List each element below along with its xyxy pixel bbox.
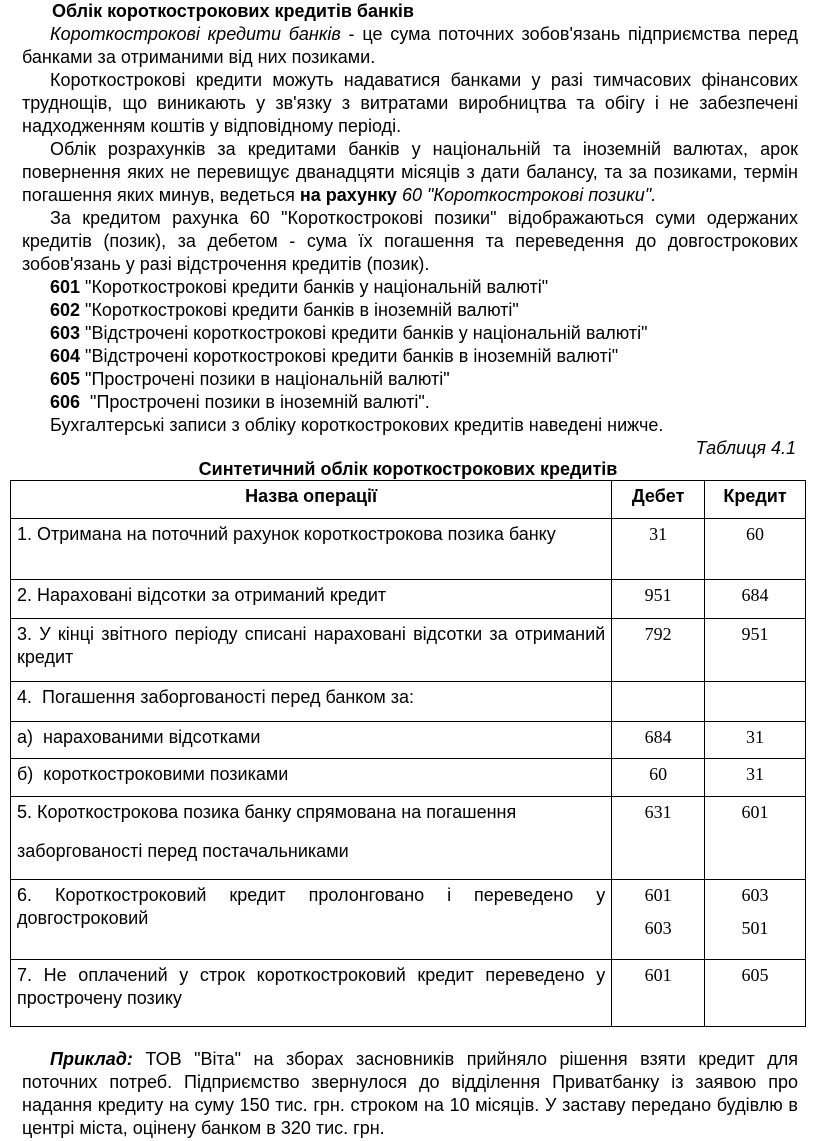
account-601: 601 "Короткострокові кредити банків у на… [50,277,549,297]
credit: 31 [704,758,806,797]
table-row: 3. У кінці звітного періоду списані нара… [9,618,806,682]
operation-name: 5. Короткострокова позика банку спрямова… [9,796,613,880]
term: Короткострокові кредити банків [50,24,341,44]
debit: 792 [611,618,706,682]
paragraph-example: Приклад: ТОВ "Віта" на зборах засновникі… [22,1048,798,1140]
credit: 605 [704,959,806,1027]
operation-name: 4. Погашення заборгованості перед банком… [9,681,613,722]
credit: 951 [704,618,806,682]
para3-bold: на рахунку [299,185,397,205]
credit: 684 [704,579,806,619]
entries-intro: Бухгалтерські записи з обліку короткостр… [50,415,664,435]
account-605: 605 "Прострочені позики в національній в… [50,369,450,389]
account-604: 604 "Відстрочені короткострокові кредити… [50,346,619,366]
debit: 31 [611,518,706,580]
debit: 60 [611,758,706,797]
para3-text: Облік розрахунків за кредитами банків у … [22,139,798,205]
account-606: 606 "Прострочені позики в іноземній валю… [50,392,430,412]
section-title: Облік короткострокових кредитів банків [52,1,414,21]
credit: 601 [704,796,806,880]
debit: 684 [611,721,706,759]
operation-name: 1. Отримана на поточний рахунок короткос… [9,518,613,580]
table-row: 2. Нараховані відсотки за отриманий кред… [9,579,806,619]
operation-name: 7. Не оплачений у строк короткостроковий… [9,959,613,1027]
operation-name: 6. Короткостроковий кредит пролонговано … [9,879,613,960]
example-text: ТОВ "Віта" на зборах засновників прийнял… [22,1049,798,1138]
operation-name: а) нарахованими відсотками [9,721,613,759]
credit [704,681,806,722]
table-row: 1. Отримана на поточний рахунок короткос… [9,518,806,580]
entries-table: Назва операції Дебет Кредит 1. Отримана … [9,480,806,1027]
operation-name: 2. Нараховані відсотки за отриманий кред… [9,579,613,619]
table-row: 6. Короткостроковий кредит пролонговано … [9,879,806,960]
table-title: Синтетичний облік короткострокових креди… [198,459,618,479]
credit: 31 [704,721,806,759]
paragraph-purpose: Короткострокові кредити можуть надаватис… [22,70,798,136]
table-row: б) короткостроковими позиками 60 31 [9,758,806,797]
credit: 603 501 [704,879,806,960]
header-credit: Кредит [704,480,806,519]
table-caption: Таблиця 4.1 [695,438,796,458]
example-label: Приклад: [50,1049,133,1069]
credit: 60 [704,518,806,580]
operation-name: 3. У кінці звітного періоду списані нара… [9,618,613,682]
debit: 951 [611,579,706,619]
table-row: 4. Погашення заборгованості перед банком… [9,681,806,722]
table-row: а) нарахованими відсотками 684 31 [9,721,806,759]
header-operation: Назва операції [9,480,613,519]
definition-text: - це сума поточних зобов'язань підприємс… [22,24,798,67]
operation-name: б) короткостроковими позиками [9,758,613,797]
account-602: 602 "Короткострокові кредити банків в ін… [50,300,519,320]
table-row: 7. Не оплачений у строк короткостроковий… [9,959,806,1027]
table-header: Назва операції Дебет Кредит [9,480,806,519]
table-row: 5. Короткострокова позика банку спрямова… [9,796,806,880]
paragraph-account-60: За кредитом рахунка 60 "Короткострокові … [22,208,798,274]
debit: 631 [611,796,706,880]
debit: 601 [611,959,706,1027]
header-debit: Дебет [611,480,706,519]
para3-italic: 60 "Короткострокові позики". [396,185,657,205]
account-603: 603 "Відстрочені короткострокові кредити… [50,323,648,343]
paragraph-accounting: Облік розрахунків за кредитами банків у … [22,138,798,207]
debit [611,681,706,722]
paragraph-definition: Короткострокові кредити банків - це сума… [22,23,798,69]
debit: 601 603 [611,879,706,960]
